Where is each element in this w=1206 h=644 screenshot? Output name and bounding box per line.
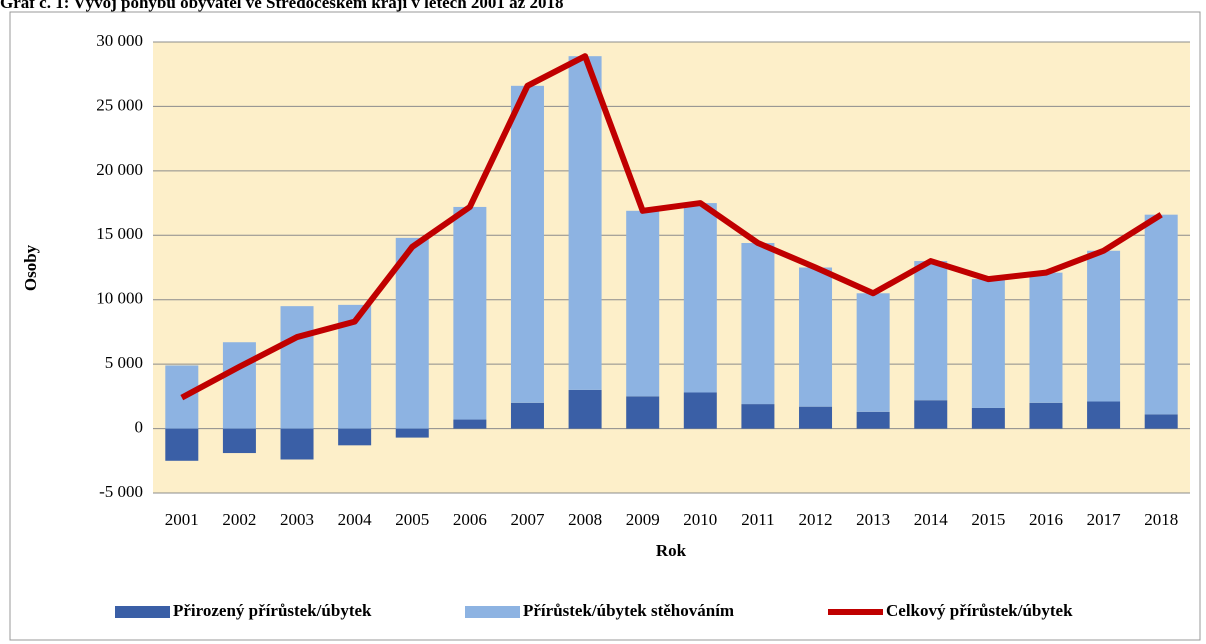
bar <box>568 389 602 429</box>
bar <box>741 243 775 405</box>
bar <box>1144 214 1178 415</box>
bar <box>914 261 948 401</box>
x-tick-label: 2016 <box>1029 510 1063 529</box>
x-tick-label: 2003 <box>280 510 314 529</box>
x-tick-label: 2015 <box>971 510 1005 529</box>
bar <box>510 85 544 403</box>
x-tick-label: 2005 <box>395 510 429 529</box>
bar <box>395 428 429 438</box>
bar <box>683 392 717 429</box>
chart-title: Graf č. 1: Vývoj pohybu obyvatel ve Stře… <box>0 0 563 12</box>
y-axis-label: Osoby <box>21 244 40 291</box>
y-tick-label: 30 000 <box>96 31 143 50</box>
x-tick-label: 2017 <box>1087 510 1122 529</box>
bar <box>741 404 775 429</box>
x-tick-label: 2013 <box>856 510 890 529</box>
x-tick-label: 2001 <box>165 510 199 529</box>
line <box>180 53 1163 401</box>
bar <box>626 210 660 397</box>
bar <box>626 396 660 429</box>
x-tick-label: 2010 <box>683 510 717 529</box>
bar <box>453 419 487 429</box>
x-tick-label: 2007 <box>510 510 545 529</box>
x-tick-label: 2002 <box>222 510 256 529</box>
bar <box>510 402 544 429</box>
bar <box>683 203 717 393</box>
bar <box>165 428 199 461</box>
bar <box>1029 272 1063 403</box>
legend-label: Přírůstek/úbytek stěhováním <box>523 601 734 620</box>
plot-area <box>153 42 1190 493</box>
y-tick-label: -5 000 <box>99 482 143 501</box>
bar <box>856 411 890 429</box>
y-tick-label: 15 000 <box>96 224 143 243</box>
bar <box>799 267 833 407</box>
x-tick-label: 2008 <box>568 510 602 529</box>
x-tick-label: 2006 <box>453 510 487 529</box>
bar <box>799 406 833 429</box>
bar <box>222 428 256 454</box>
y-tick-label: 10 000 <box>96 289 143 308</box>
x-tick-label: 2004 <box>338 510 373 529</box>
y-tick-label: 25 000 <box>96 95 143 114</box>
bar <box>568 56 602 390</box>
bar <box>971 279 1005 408</box>
bar <box>1087 250 1121 402</box>
x-tick-label: 2018 <box>1144 510 1178 529</box>
x-tick-label: 2012 <box>799 510 833 529</box>
bar <box>453 206 487 420</box>
bar <box>222 342 256 429</box>
x-tick-label: 2011 <box>741 510 774 529</box>
legend-swatch <box>115 606 170 618</box>
bar <box>914 400 948 429</box>
legend-label: Přirozený přírůstek/úbytek <box>173 601 372 620</box>
bar <box>395 237 429 429</box>
bar <box>338 428 372 446</box>
x-tick-label: 2009 <box>626 510 660 529</box>
legend-swatch <box>465 606 520 618</box>
y-tick-label: 0 <box>135 417 144 436</box>
bar <box>1087 401 1121 429</box>
x-axis-label: Rok <box>656 541 687 560</box>
bar <box>971 407 1005 429</box>
legend-label: Celkový přírůstek/úbytek <box>886 601 1073 620</box>
x-tick-label: 2014 <box>914 510 949 529</box>
bar <box>1144 414 1178 429</box>
y-tick-label: 5 000 <box>105 353 143 372</box>
bar <box>856 293 890 412</box>
bar <box>280 428 314 460</box>
bar <box>1029 402 1063 429</box>
y-tick-label: 20 000 <box>96 160 143 179</box>
bar <box>280 306 314 429</box>
